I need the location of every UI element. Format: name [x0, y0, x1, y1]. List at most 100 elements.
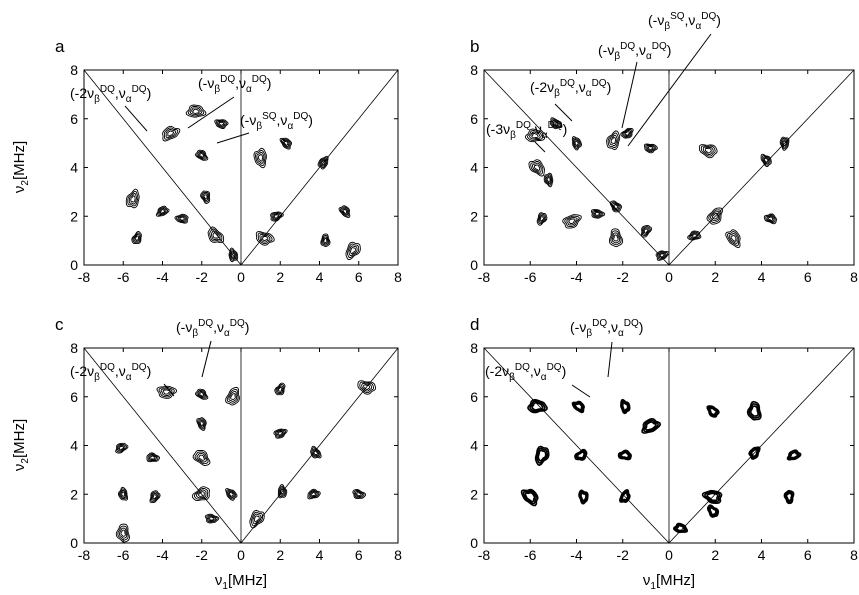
y-tick-label: 2 [470, 208, 478, 224]
x-tick-label: 2 [276, 547, 284, 563]
contour-peak [706, 405, 720, 418]
y-tick-label: 2 [470, 486, 478, 502]
y-tick-label: 0 [70, 535, 78, 551]
anti-diagonal-line [83, 347, 242, 544]
contour-peak [655, 250, 670, 261]
annotation-leader-line [571, 384, 591, 398]
x-tick-label: -4 [570, 547, 583, 563]
x-tick-label: 6 [804, 269, 812, 285]
x-tick-label: 0 [665, 547, 673, 563]
contour-peak [527, 398, 548, 414]
contour-peak [608, 228, 624, 248]
y-tick-label: 4 [470, 438, 478, 454]
x-tick-label: -2 [196, 547, 209, 563]
y-tick-label: 2 [70, 486, 78, 502]
contour-peak [578, 489, 589, 505]
contour-peak [196, 417, 207, 431]
contour-peak [617, 449, 632, 461]
x-tick-label: -6 [524, 547, 537, 563]
annotation-d-1: (-νβDQ,ναDQ) [570, 318, 643, 339]
x-tick-label: -4 [156, 547, 169, 563]
annotation-b-2: (-νβDQ,ναDQ) [598, 41, 671, 62]
contour-peak [571, 136, 582, 151]
contour-peak [707, 504, 720, 518]
contour-peak [207, 226, 225, 244]
x-tick-label: -8 [478, 269, 491, 285]
contour-peak [279, 137, 293, 150]
contour-peak [149, 490, 161, 504]
y-tick-label: 0 [470, 535, 478, 551]
contour-peak [550, 117, 563, 130]
annotation-leader-line [621, 61, 638, 129]
annotation-leader-line [534, 141, 546, 153]
y-tick-label: 2 [70, 208, 78, 224]
x-tick-label: -8 [478, 547, 491, 563]
annotation-a-0: (-2νβDQ,ναDQ) [70, 84, 151, 105]
panel-letter: c [55, 315, 64, 334]
contour-peak [590, 209, 606, 219]
y-tick-label: 8 [470, 340, 478, 356]
x-tick-label: 4 [758, 547, 766, 563]
panel-a: -8 -6 -4 -2 0 2 4 6 802468a(-2νβDQ,ναDQ)(-νβDQ,ν… [55, 37, 402, 285]
annotation-b-3: (-νβSQ,ναDQ) [648, 11, 721, 32]
x-tick-label: 8 [850, 269, 858, 285]
contour-peak [345, 241, 361, 260]
contour-peak [524, 128, 545, 143]
contour-peak [255, 231, 275, 246]
annotation-leader-line [216, 132, 250, 144]
x-tick-label: -4 [156, 269, 169, 285]
annotation-a-1: (-νβDQ,ναDQ) [198, 74, 271, 95]
contour-peak [779, 136, 790, 151]
contour-peak [115, 523, 130, 543]
contour-peak [174, 213, 189, 224]
annotation-b-0: (-3νβDQ,ναDQ) [486, 120, 567, 141]
panel-letter: b [470, 37, 479, 56]
contour-peak [536, 212, 548, 226]
panel-b: -8 -6 -4 -2 0 2 4 6 8 0 2 4 6 8 b (-3νβDQ,ναDQ) (-2νβDQ,… [470, 11, 858, 285]
annotation-c-1: (-νβDQ,ναDQ) [176, 318, 249, 339]
x-tick-label: -2 [617, 269, 630, 285]
contour-peak [228, 247, 239, 263]
x-tick-label: -6 [117, 547, 130, 563]
y-tick-label: 6 [470, 111, 478, 127]
contour-peak [786, 449, 802, 461]
annotation-leader-line [187, 96, 235, 129]
anti-diagonal-line [83, 69, 242, 266]
contour-peak [352, 488, 367, 500]
contour-peak [195, 149, 209, 161]
x-tick-label: 4 [316, 269, 324, 285]
contour-peak [763, 213, 777, 225]
y-tick-label: 8 [70, 62, 78, 78]
contour-peak [131, 231, 142, 245]
x-tick-label: 8 [850, 547, 858, 563]
diagonal-line [240, 347, 399, 544]
x-tick-label: -8 [78, 547, 91, 563]
panel-c: -8 -6 -4 -2 0 2 4 6 802468c(-2νβDQ,ναDQ)(-νβDQ,ν… [55, 315, 402, 563]
diagonal-line [668, 347, 855, 544]
y-tick-label: 4 [70, 438, 78, 454]
contour-peak [357, 380, 377, 395]
contour-peak [195, 388, 209, 400]
contour-peak [520, 488, 539, 507]
contour-peak [249, 509, 265, 529]
contour-peak [274, 382, 286, 396]
contour-peak [748, 446, 761, 460]
contour-peak [317, 155, 329, 170]
contour-peak [706, 207, 723, 225]
contour-peak [672, 522, 689, 534]
contour-peak [620, 398, 631, 415]
x-tick-label: 2 [276, 269, 284, 285]
annotation-c-0: (-2νβDQ,ναDQ) [70, 362, 151, 383]
contour-peak [273, 428, 288, 439]
y-tick-label: 4 [470, 160, 478, 176]
annotation-leader-line [201, 340, 212, 378]
x-tick-label: 4 [316, 547, 324, 563]
anti-diagonal-line [483, 69, 670, 266]
contour-peak [534, 445, 550, 466]
contour-peak [146, 452, 160, 463]
x-tick-label: -2 [196, 269, 209, 285]
contour-peak [687, 230, 702, 241]
annotation-leader-line [627, 33, 712, 147]
x-tick-label: 8 [394, 547, 402, 563]
